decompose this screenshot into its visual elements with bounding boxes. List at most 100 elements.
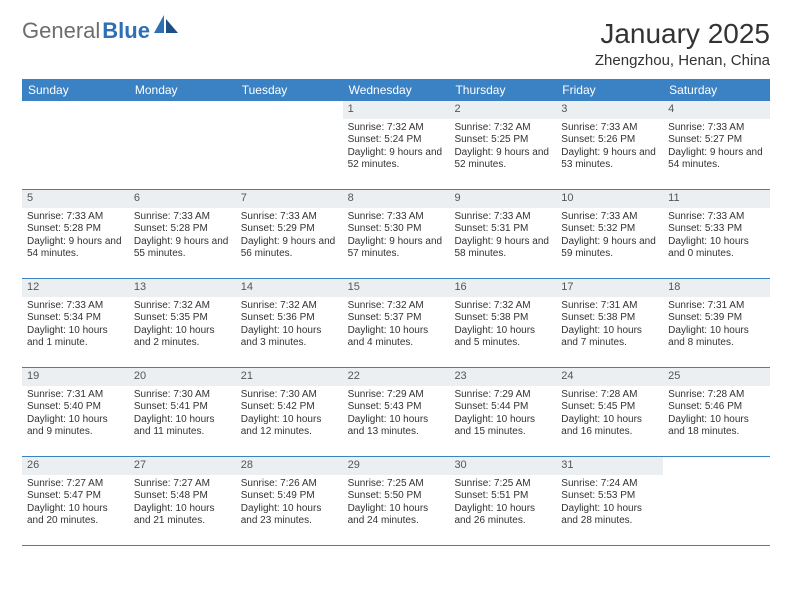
logo: GeneralBlue (22, 18, 180, 44)
day-number: 21 (236, 368, 343, 386)
sunrise-text: Sunrise: 7:24 AM (561, 478, 658, 491)
day-body: Sunrise: 7:29 AMSunset: 5:43 PMDaylight:… (343, 386, 450, 443)
day-body: Sunrise: 7:33 AMSunset: 5:32 PMDaylight:… (556, 208, 663, 265)
day-cell: 16Sunrise: 7:32 AMSunset: 5:38 PMDayligh… (449, 279, 556, 367)
sunrise-text: Sunrise: 7:27 AM (134, 478, 231, 491)
day-cell: 4Sunrise: 7:33 AMSunset: 5:27 PMDaylight… (663, 101, 770, 189)
day-header: Thursday (449, 79, 556, 101)
day-number: 24 (556, 368, 663, 386)
day-cell: 25Sunrise: 7:28 AMSunset: 5:46 PMDayligh… (663, 368, 770, 456)
sunrise-text: Sunrise: 7:27 AM (27, 478, 124, 491)
sunrise-text: Sunrise: 7:28 AM (561, 389, 658, 402)
sunset-text: Sunset: 5:40 PM (27, 401, 124, 414)
calendar: Sunday Monday Tuesday Wednesday Thursday… (0, 75, 792, 546)
daylight-text: Daylight: 10 hours and 3 minutes. (241, 325, 338, 350)
logo-text-general: General (22, 18, 100, 44)
daylight-text: Daylight: 10 hours and 23 minutes. (241, 503, 338, 528)
sunset-text: Sunset: 5:53 PM (561, 490, 658, 503)
daylight-text: Daylight: 9 hours and 59 minutes. (561, 236, 658, 261)
day-body: Sunrise: 7:33 AMSunset: 5:30 PMDaylight:… (343, 208, 450, 265)
day-cell: 17Sunrise: 7:31 AMSunset: 5:38 PMDayligh… (556, 279, 663, 367)
day-cell: 9Sunrise: 7:33 AMSunset: 5:31 PMDaylight… (449, 190, 556, 278)
daylight-text: Daylight: 9 hours and 58 minutes. (454, 236, 551, 261)
day-number: 26 (22, 457, 129, 475)
day-header: Saturday (663, 79, 770, 101)
day-number: 25 (663, 368, 770, 386)
day-cell: 22Sunrise: 7:29 AMSunset: 5:43 PMDayligh… (343, 368, 450, 456)
day-cell: 7Sunrise: 7:33 AMSunset: 5:29 PMDaylight… (236, 190, 343, 278)
week-row: 19Sunrise: 7:31 AMSunset: 5:40 PMDayligh… (22, 368, 770, 457)
sunrise-text: Sunrise: 7:31 AM (668, 300, 765, 313)
week-row: 5Sunrise: 7:33 AMSunset: 5:28 PMDaylight… (22, 190, 770, 279)
sunrise-text: Sunrise: 7:33 AM (27, 300, 124, 313)
sunrise-text: Sunrise: 7:33 AM (561, 122, 658, 135)
day-cell: 12Sunrise: 7:33 AMSunset: 5:34 PMDayligh… (22, 279, 129, 367)
sunset-text: Sunset: 5:32 PM (561, 223, 658, 236)
day-body: Sunrise: 7:32 AMSunset: 5:37 PMDaylight:… (343, 297, 450, 354)
day-body: Sunrise: 7:31 AMSunset: 5:39 PMDaylight:… (663, 297, 770, 354)
day-number: 2 (449, 101, 556, 119)
day-number: 31 (556, 457, 663, 475)
day-number: 17 (556, 279, 663, 297)
sunset-text: Sunset: 5:33 PM (668, 223, 765, 236)
day-body: Sunrise: 7:33 AMSunset: 5:28 PMDaylight:… (129, 208, 236, 265)
day-body: Sunrise: 7:26 AMSunset: 5:49 PMDaylight:… (236, 475, 343, 532)
daylight-text: Daylight: 10 hours and 5 minutes. (454, 325, 551, 350)
sunset-text: Sunset: 5:26 PM (561, 134, 658, 147)
sunset-text: Sunset: 5:24 PM (348, 134, 445, 147)
week-row: 1Sunrise: 7:32 AMSunset: 5:24 PMDaylight… (22, 101, 770, 190)
daylight-text: Daylight: 10 hours and 8 minutes. (668, 325, 765, 350)
daylight-text: Daylight: 10 hours and 26 minutes. (454, 503, 551, 528)
sunrise-text: Sunrise: 7:26 AM (241, 478, 338, 491)
sunset-text: Sunset: 5:28 PM (27, 223, 124, 236)
daylight-text: Daylight: 10 hours and 9 minutes. (27, 414, 124, 439)
daylight-text: Daylight: 10 hours and 18 minutes. (668, 414, 765, 439)
sunrise-text: Sunrise: 7:32 AM (454, 300, 551, 313)
day-body: Sunrise: 7:32 AMSunset: 5:25 PMDaylight:… (449, 119, 556, 176)
day-number: 11 (663, 190, 770, 208)
day-cell: 21Sunrise: 7:30 AMSunset: 5:42 PMDayligh… (236, 368, 343, 456)
sunset-text: Sunset: 5:36 PM (241, 312, 338, 325)
day-number: 18 (663, 279, 770, 297)
day-cell: 15Sunrise: 7:32 AMSunset: 5:37 PMDayligh… (343, 279, 450, 367)
day-body: Sunrise: 7:32 AMSunset: 5:35 PMDaylight:… (129, 297, 236, 354)
logo-text-blue: Blue (102, 18, 150, 44)
day-number: 27 (129, 457, 236, 475)
daylight-text: Daylight: 10 hours and 12 minutes. (241, 414, 338, 439)
day-cell: 13Sunrise: 7:32 AMSunset: 5:35 PMDayligh… (129, 279, 236, 367)
sunrise-text: Sunrise: 7:33 AM (134, 211, 231, 224)
sunrise-text: Sunrise: 7:33 AM (454, 211, 551, 224)
day-body: Sunrise: 7:31 AMSunset: 5:40 PMDaylight:… (22, 386, 129, 443)
day-cell: 1Sunrise: 7:32 AMSunset: 5:24 PMDaylight… (343, 101, 450, 189)
month-title: January 2025 (595, 18, 770, 50)
sunset-text: Sunset: 5:47 PM (27, 490, 124, 503)
daylight-text: Daylight: 10 hours and 20 minutes. (27, 503, 124, 528)
day-body: Sunrise: 7:33 AMSunset: 5:29 PMDaylight:… (236, 208, 343, 265)
day-cell: 29Sunrise: 7:25 AMSunset: 5:50 PMDayligh… (343, 457, 450, 545)
day-number: 6 (129, 190, 236, 208)
daylight-text: Daylight: 10 hours and 15 minutes. (454, 414, 551, 439)
header: GeneralBlue January 2025 Zhengzhou, Hena… (0, 0, 792, 75)
daylight-text: Daylight: 9 hours and 53 minutes. (561, 147, 658, 172)
day-body: Sunrise: 7:32 AMSunset: 5:36 PMDaylight:… (236, 297, 343, 354)
day-number: 4 (663, 101, 770, 119)
sunrise-text: Sunrise: 7:25 AM (454, 478, 551, 491)
sunrise-text: Sunrise: 7:28 AM (668, 389, 765, 402)
sunset-text: Sunset: 5:45 PM (561, 401, 658, 414)
day-number: 28 (236, 457, 343, 475)
day-number: 16 (449, 279, 556, 297)
sunset-text: Sunset: 5:37 PM (348, 312, 445, 325)
day-cell: 5Sunrise: 7:33 AMSunset: 5:28 PMDaylight… (22, 190, 129, 278)
day-cell: 27Sunrise: 7:27 AMSunset: 5:48 PMDayligh… (129, 457, 236, 545)
location: Zhengzhou, Henan, China (595, 52, 770, 69)
day-body: Sunrise: 7:33 AMSunset: 5:34 PMDaylight:… (22, 297, 129, 354)
day-body: Sunrise: 7:33 AMSunset: 5:31 PMDaylight:… (449, 208, 556, 265)
week-row: 12Sunrise: 7:33 AMSunset: 5:34 PMDayligh… (22, 279, 770, 368)
day-number: 3 (556, 101, 663, 119)
daylight-text: Daylight: 10 hours and 4 minutes. (348, 325, 445, 350)
daylight-text: Daylight: 9 hours and 52 minutes. (454, 147, 551, 172)
day-header: Friday (556, 79, 663, 101)
day-number: 9 (449, 190, 556, 208)
day-number: 10 (556, 190, 663, 208)
sunset-text: Sunset: 5:35 PM (134, 312, 231, 325)
